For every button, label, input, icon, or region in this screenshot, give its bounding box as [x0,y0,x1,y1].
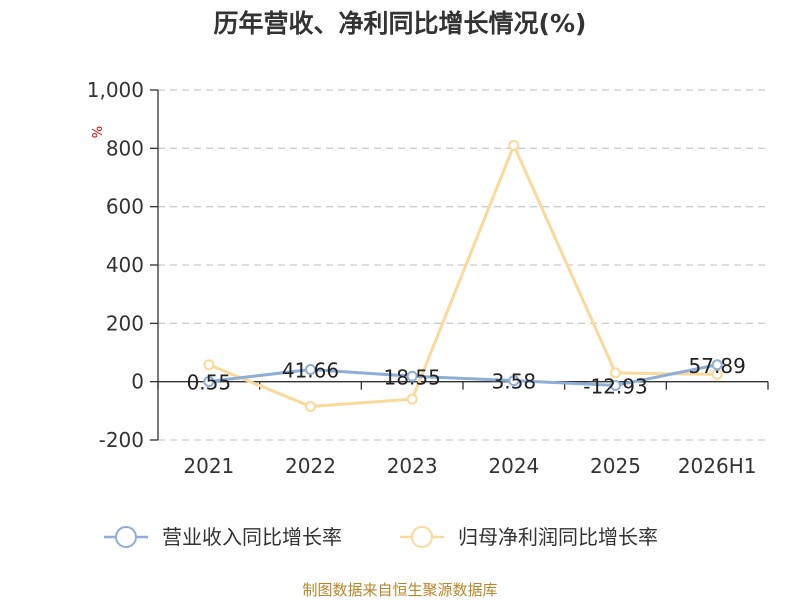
data-label: 18.55 [384,365,441,389]
data-label: 57.89 [689,354,746,378]
y-unit-label: % [91,126,106,138]
y-tick-label: 400 [106,253,144,277]
legend-item-1[interactable]: 归母净利润同比增长率 [400,525,658,549]
legend-label: 归母净利润同比增长率 [458,525,658,549]
y-tick-label: -200 [99,428,144,452]
data-label: 41.66 [282,359,339,383]
x-tick-label: 2026H1 [678,454,757,478]
data-labels: 0.55 41.66 18.55 3.58 -12.93 57.89 [187,354,746,399]
data-point[interactable] [508,139,520,151]
data-point[interactable] [406,393,418,405]
y-tick-label: 800 [106,136,144,160]
series-line-1 [208,143,718,408]
chart-title: 历年营收、净利同比增长情况(%) [214,9,587,38]
y-tick-label: 1,000 [87,78,144,102]
data-point[interactable] [508,375,520,387]
grid-lines [158,89,768,441]
legend-marker [411,526,433,548]
y-tick-label: 600 [106,195,144,219]
data-point[interactable] [305,364,316,376]
data-point[interactable] [406,370,418,382]
data-point[interactable] [610,367,621,379]
x-tick-label: 2025 [590,454,641,478]
legend-marker [115,526,137,548]
x-tick-label: 2022 [285,454,336,478]
series-lines [203,139,723,412]
data-label: 3.58 [492,370,537,394]
legend[interactable]: 营业收入同比增长率 归母净利润同比增长率 [104,525,658,549]
legend-item-0[interactable]: 营业收入同比增长率 [104,525,342,549]
x-tick-label: 2021 [183,454,234,478]
legend-label: 营业收入同比增长率 [162,525,342,549]
y-tick-label: 200 [106,311,144,335]
series-line-0 [208,363,718,387]
data-point[interactable] [203,359,215,371]
data-point[interactable] [305,400,316,412]
data-label: 0.55 [187,371,232,395]
y-tick-label: 0 [131,370,144,394]
data-point[interactable] [711,359,723,371]
x-tick-label: 2024 [488,454,539,478]
source-note: 制图数据来自恒生聚源数据库 [302,581,497,599]
data-point[interactable] [610,379,621,391]
data-label: -12.93 [583,374,647,398]
x-tick-label: 2023 [387,454,438,478]
axes: -200 0 200 400 600 800 1,000 2021 2022 2023 2024 20… [87,78,769,478]
data-point[interactable] [203,376,215,388]
